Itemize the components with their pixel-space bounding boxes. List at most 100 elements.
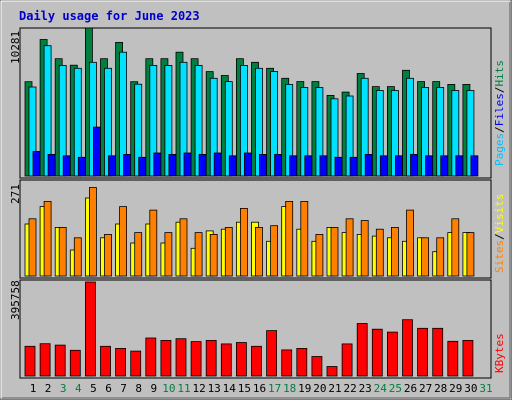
bar-kbytes-day-20 xyxy=(311,356,323,377)
x-tick-day-15: 15 xyxy=(238,382,251,395)
bar-sites-day-1 xyxy=(28,218,37,277)
bar-pages-day-18 xyxy=(289,155,298,177)
bar-pages-day-12 xyxy=(198,153,207,177)
bar-kbytes-day-16 xyxy=(251,345,262,377)
bar-kbytes-day-2 xyxy=(39,343,51,377)
bar-kbytes-day-26 xyxy=(402,319,413,377)
bar-files-day-26 xyxy=(406,77,414,177)
bar-files-day-22 xyxy=(345,95,354,177)
bar-pages-day-30 xyxy=(470,155,479,177)
bar-kbytes-day-4 xyxy=(69,349,81,377)
bar-files-day-1 xyxy=(28,86,37,177)
bar-sites-day-21 xyxy=(330,226,339,277)
bar-files-day-21 xyxy=(330,98,339,177)
bar-files-day-19 xyxy=(300,87,309,177)
bar-files-day-6 xyxy=(104,67,112,177)
x-tick-day-27: 27 xyxy=(419,382,432,395)
bar-sites-day-27 xyxy=(421,237,430,277)
x-tick-day-24: 24 xyxy=(374,382,388,395)
bar-sites-day-5 xyxy=(89,187,97,277)
bar-pages-day-2 xyxy=(47,153,56,177)
bar-files-day-29 xyxy=(451,90,460,177)
bar-pages-day-11 xyxy=(183,152,192,177)
x-tick-day-7: 7 xyxy=(120,382,127,395)
bar-sites-day-19 xyxy=(300,200,309,277)
panel-visits-frame xyxy=(19,179,492,279)
bar-kbytes-day-18 xyxy=(281,349,293,377)
bar-kbytes-day-27 xyxy=(417,327,429,377)
bar-kbytes-day-21 xyxy=(326,366,338,377)
bar-sites-day-8 xyxy=(134,232,143,277)
bar-pages-day-27 xyxy=(425,155,434,177)
bar-pages-day-14 xyxy=(228,155,237,177)
bar-files-day-5 xyxy=(89,61,97,177)
x-tick-day-19: 19 xyxy=(298,382,311,395)
bar-files-day-12 xyxy=(194,65,203,177)
bar-pages-day-19 xyxy=(304,155,313,177)
bar-kbytes-day-7 xyxy=(115,347,126,377)
side-separator: / xyxy=(493,126,506,133)
bar-files-day-18 xyxy=(285,84,294,177)
bar-kbytes-day-19 xyxy=(296,347,308,377)
x-tick-day-22: 22 xyxy=(343,382,356,395)
bar-sites-day-12 xyxy=(194,232,203,277)
panel-kbytes-bars xyxy=(24,281,474,377)
bar-pages-day-25 xyxy=(394,155,403,177)
panel-kbytes-frame xyxy=(19,279,492,379)
bar-sites-day-28 xyxy=(436,237,445,277)
bar-files-day-25 xyxy=(390,90,399,177)
bar-files-day-2 xyxy=(43,45,52,177)
panel-hits-bars xyxy=(24,27,479,177)
bar-pages-day-6 xyxy=(108,155,116,177)
panel-hits-ytick: 10281 xyxy=(9,31,22,64)
bar-files-day-24 xyxy=(375,90,384,177)
bar-sites-day-14 xyxy=(224,226,233,277)
bar-files-day-10 xyxy=(164,65,173,177)
bar-pages-day-23 xyxy=(364,153,373,177)
bar-files-day-8 xyxy=(134,83,143,177)
x-axis-day-labels: 1 2 3 4 5 6 7 8 9 10 11 12 13 14 15 16 17 18 19 20 21 22 23 24 2… xyxy=(30,382,493,395)
bar-kbytes-day-11 xyxy=(175,338,187,377)
bar-kbytes-day-10 xyxy=(160,339,172,377)
bar-pages-day-9 xyxy=(153,152,162,177)
bar-sites-day-7 xyxy=(119,206,127,277)
x-tick-day-31: 31 xyxy=(479,382,492,395)
bar-sites-day-16 xyxy=(255,226,263,277)
bar-sites-day-11 xyxy=(179,218,188,277)
bar-kbytes-day-5 xyxy=(85,281,96,377)
bar-pages-day-29 xyxy=(455,155,464,177)
bar-files-day-3 xyxy=(58,65,67,177)
bar-kbytes-day-17 xyxy=(266,330,278,377)
x-tick-day-10: 10 xyxy=(162,382,175,395)
panel-visits-side-label: Sites/Visits xyxy=(493,194,506,274)
bar-kbytes-day-1 xyxy=(24,345,36,377)
bar-pages-day-22 xyxy=(349,156,358,177)
bar-sites-day-17 xyxy=(270,225,279,277)
bar-kbytes-day-28 xyxy=(432,327,444,377)
bar-pages-day-15 xyxy=(243,152,252,177)
bar-pages-day-7 xyxy=(123,153,131,177)
bar-sites-day-24 xyxy=(375,228,384,277)
chart-title: Daily usage for June 2023 xyxy=(19,9,200,23)
bar-sites-day-18 xyxy=(285,200,294,277)
bar-files-day-23 xyxy=(360,77,369,177)
bar-sites-day-10 xyxy=(164,232,173,277)
bar-sites-day-2 xyxy=(43,200,52,277)
bar-kbytes-day-24 xyxy=(371,328,383,377)
bar-files-day-15 xyxy=(239,65,248,177)
bar-pages-day-13 xyxy=(213,152,222,177)
panel-visits-bars xyxy=(24,187,475,277)
bar-pages-day-16 xyxy=(259,153,267,177)
bar-sites-day-6 xyxy=(104,233,112,277)
bar-sites-day-3 xyxy=(58,226,67,277)
bar-kbytes-day-25 xyxy=(386,331,398,377)
bar-pages-day-5 xyxy=(93,126,101,177)
side-label-hits: Hits xyxy=(493,60,506,87)
side-separator: / xyxy=(493,233,506,240)
bar-kbytes-day-3 xyxy=(54,344,66,377)
x-tick-day-16: 16 xyxy=(253,382,266,395)
bar-sites-day-29 xyxy=(451,218,460,277)
bar-files-day-27 xyxy=(421,87,430,177)
bar-sites-day-9 xyxy=(149,209,158,277)
bar-kbytes-day-12 xyxy=(190,341,202,377)
